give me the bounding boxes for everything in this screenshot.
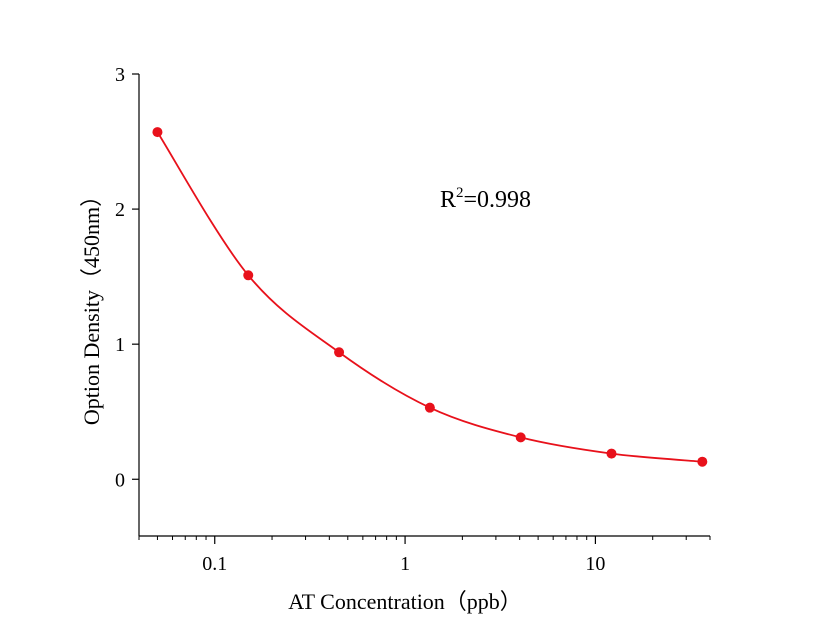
y-tick-label: 0 [115, 469, 125, 491]
data-point [243, 270, 254, 281]
x-tick-label: 1 [400, 553, 410, 575]
r-squared-value: =0.998 [464, 187, 532, 213]
data-point [152, 127, 163, 138]
y-tick-label: 2 [115, 199, 125, 221]
data-point [334, 347, 345, 358]
x-ticks: 0.1 1 10 [138, 536, 711, 575]
x-tick-label: 0.1 [202, 553, 227, 575]
y-ticks: 0 1 2 3 [115, 64, 139, 491]
axes [138, 74, 710, 537]
data-points [152, 127, 708, 467]
x-axis-label: AT Concentration（ppb） [288, 589, 522, 614]
y-tick-label: 1 [115, 334, 125, 356]
r-squared-base: R [440, 187, 456, 213]
y-axis-label: Option Density（450nm） [79, 185, 104, 425]
y-tick-label: 3 [115, 64, 125, 86]
r-squared-annotation: R2=0.998 [440, 185, 531, 213]
data-point [424, 402, 435, 413]
data-point [515, 432, 526, 443]
data-point [697, 456, 708, 467]
x-tick-label: 10 [585, 553, 605, 575]
data-point [606, 448, 617, 459]
r-squared-superscript: 2 [456, 185, 464, 201]
